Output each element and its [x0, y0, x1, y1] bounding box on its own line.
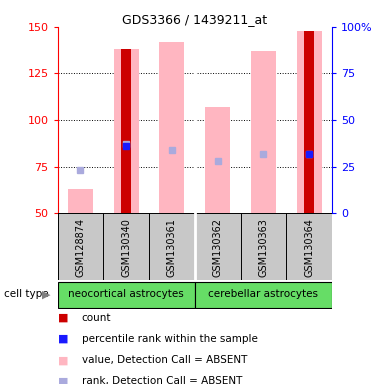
Text: ■: ■ [58, 376, 68, 384]
Title: GDS3366 / 1439211_at: GDS3366 / 1439211_at [122, 13, 267, 26]
Text: ■: ■ [58, 313, 68, 323]
FancyBboxPatch shape [195, 282, 332, 308]
Text: cell type: cell type [4, 289, 48, 299]
Text: ■: ■ [58, 334, 68, 344]
Text: GSM128874: GSM128874 [75, 218, 85, 277]
Text: cerebellar astrocytes: cerebellar astrocytes [209, 289, 318, 299]
Bar [251, 51, 276, 213]
Text: GSM130362: GSM130362 [213, 218, 223, 277]
Text: rank, Detection Call = ABSENT: rank, Detection Call = ABSENT [82, 376, 242, 384]
Text: GSM130340: GSM130340 [121, 218, 131, 277]
Bar [304, 31, 314, 213]
Bar [159, 42, 184, 213]
Bar [296, 31, 322, 213]
Text: GSM130364: GSM130364 [304, 218, 314, 277]
Text: value, Detection Call = ABSENT: value, Detection Call = ABSENT [82, 355, 247, 365]
Text: GSM130363: GSM130363 [259, 218, 268, 277]
Text: percentile rank within the sample: percentile rank within the sample [82, 334, 257, 344]
Bar [205, 107, 230, 213]
Bar [121, 49, 131, 213]
Text: ▶: ▶ [42, 289, 50, 299]
Text: GSM130361: GSM130361 [167, 218, 177, 277]
FancyBboxPatch shape [58, 282, 195, 308]
Text: count: count [82, 313, 111, 323]
Text: neocortical astrocytes: neocortical astrocytes [68, 289, 184, 299]
Bar [68, 189, 93, 213]
Text: ■: ■ [58, 355, 68, 365]
Bar [114, 49, 139, 213]
